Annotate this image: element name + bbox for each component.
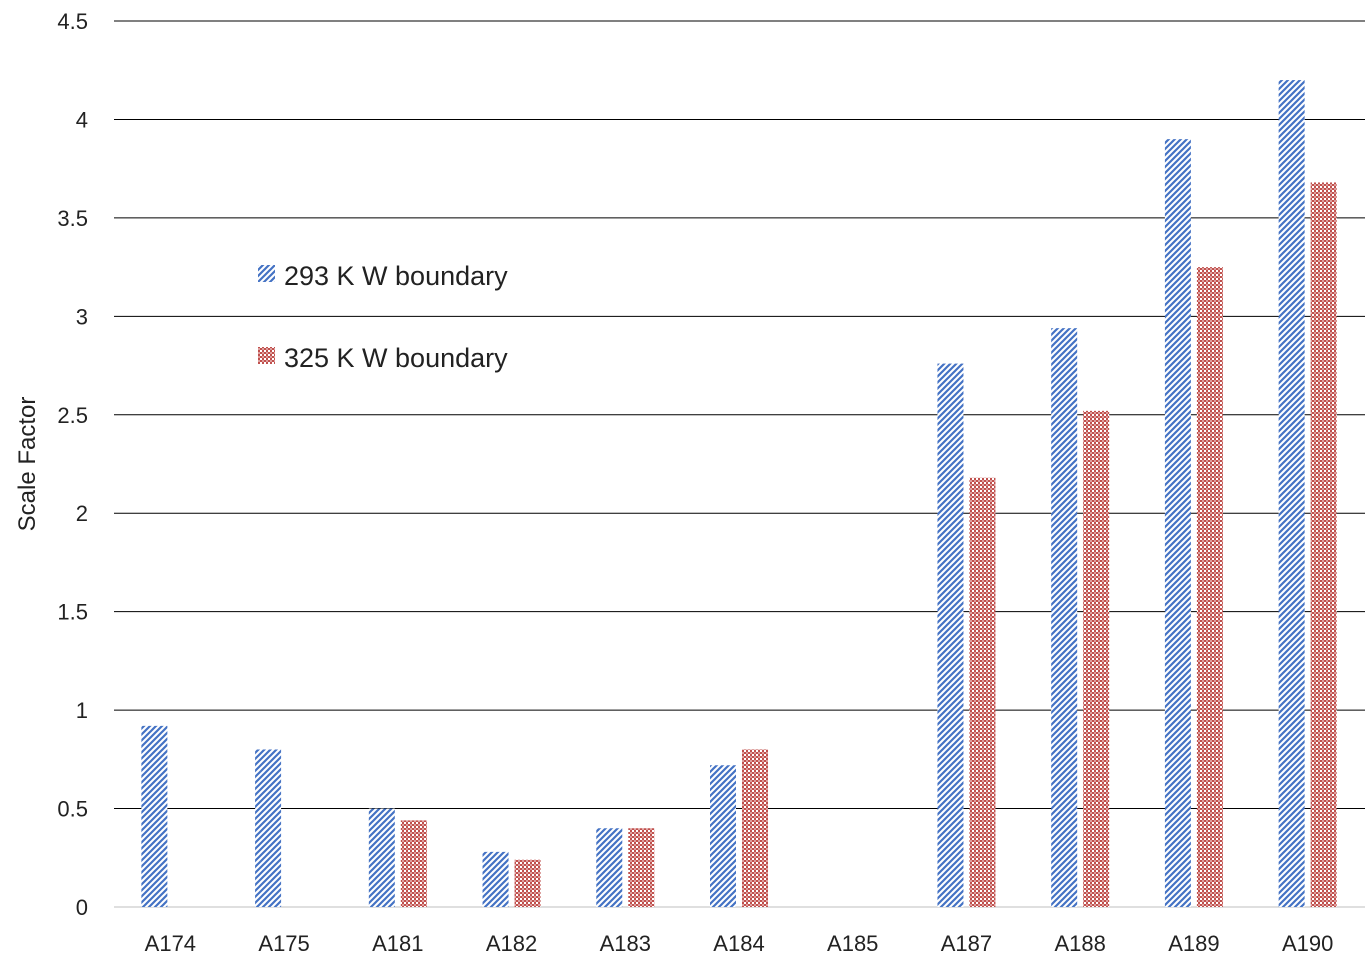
- y-tick-label: 0.5: [57, 797, 88, 822]
- x-tick-label: A187: [941, 931, 992, 956]
- bar-series-325k-a182: [514, 859, 541, 907]
- bar-series-293k-a188: [1051, 328, 1078, 907]
- y-tick-label: 0: [76, 895, 88, 920]
- bar-series-325k-a189: [1196, 267, 1223, 908]
- y-axis-ticks: 0 0.5 1 1.5 2 2.5 3 3.5 4 4.5: [57, 9, 88, 920]
- legend-label: 293 K W boundary: [284, 261, 508, 291]
- x-tick-label: A184: [713, 931, 764, 956]
- x-tick-label: A190: [1282, 931, 1333, 956]
- bar-series-293k-a187: [937, 363, 964, 907]
- x-tick-label: A188: [1054, 931, 1105, 956]
- bar-series-325k-a181: [400, 820, 427, 907]
- x-tick-label: A182: [486, 931, 537, 956]
- legend-label: 325 K W boundary: [284, 343, 508, 373]
- bar-series-325k-a188: [1083, 410, 1110, 907]
- bar-series-293k-a174: [141, 725, 168, 907]
- y-tick-label: 3.5: [57, 206, 88, 231]
- bar-series-325k-a190: [1310, 182, 1337, 908]
- bars: [141, 80, 1337, 908]
- bar-series-293k-a189: [1164, 139, 1191, 908]
- legend-swatch: [258, 347, 275, 364]
- bar-series-293k-a175: [255, 749, 282, 907]
- bar-series-325k-a183: [628, 828, 655, 907]
- y-tick-label: 2.5: [57, 403, 88, 428]
- y-tick-label: 1: [76, 698, 88, 723]
- x-tick-label: A183: [600, 931, 651, 956]
- bar-series-293k-a190: [1278, 80, 1305, 908]
- bar-series-325k-a184: [742, 749, 768, 907]
- y-tick-label: 3: [76, 304, 88, 329]
- x-tick-label: A189: [1168, 931, 1219, 956]
- bar-series-325k-a187: [969, 477, 996, 907]
- bar-series-293k-a183: [596, 828, 623, 907]
- x-tick-label: A175: [258, 931, 309, 956]
- x-axis-ticks: A174 A175 A181 A182 A183 A184 A185 A187 A188 A189…: [145, 931, 1334, 956]
- y-tick-label: 1.5: [57, 600, 88, 625]
- y-tick-label: 4: [76, 107, 88, 132]
- y-tick-label: 2: [76, 501, 88, 526]
- x-tick-label: A181: [372, 931, 423, 956]
- x-tick-label: A185: [827, 931, 878, 956]
- x-tick-label: A174: [145, 931, 196, 956]
- bar-series-293k-a182: [482, 851, 509, 907]
- legend: 293 K W boundary 325 K W boundary: [258, 261, 508, 373]
- bar-series-293k-a181: [368, 808, 395, 907]
- gridlines: [114, 20, 1365, 908]
- y-axis-title: Scale Factor: [14, 397, 41, 532]
- legend-swatch: [258, 265, 275, 282]
- bar-series-293k-a184: [710, 765, 736, 907]
- y-tick-label: 4.5: [57, 9, 88, 34]
